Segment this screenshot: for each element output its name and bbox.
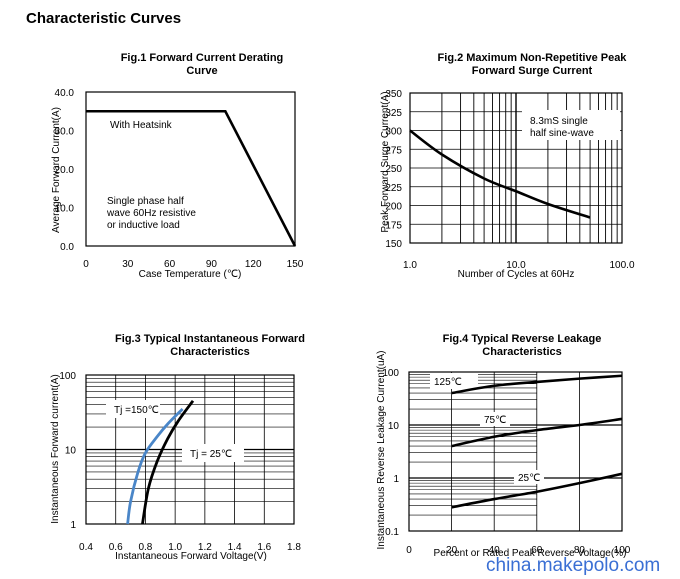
- fig2-plot-frame: [409, 92, 623, 244]
- fig1-x-tick-label: 90: [206, 259, 218, 270]
- fig4-plot-frame: [408, 371, 623, 532]
- fig2-annotation: half sine-wave: [530, 128, 594, 139]
- fig1-y-tick-label: 20.0: [55, 165, 75, 176]
- fig1-plot-frame: [85, 91, 296, 247]
- fig1-y-tick-label: 0.0: [60, 242, 74, 253]
- fig4-series-label: 75℃: [484, 415, 506, 426]
- fig4-series-line: [451, 417, 623, 448]
- fig3-legend-label: Tj = 25℃: [190, 449, 232, 460]
- fig1-series-line: [86, 109, 297, 247]
- fig2-y-tick-label: 350: [385, 89, 402, 100]
- fig4-series-line: [451, 472, 623, 509]
- fig2-y-tick-label: 250: [385, 164, 402, 175]
- fig2-x-tick-label: 10.0: [506, 260, 526, 271]
- fig3-plot-frame: [85, 374, 295, 525]
- fig1-title: Fig.1 Forward Current Derating Curve: [120, 52, 284, 77]
- fig4-series-label: 25℃: [518, 473, 540, 484]
- fig4-x-tick-label: 80: [574, 545, 586, 556]
- fig4-title: Fig.4 Typical Reverse Leakage Characteri…: [442, 333, 602, 358]
- page-title: Characteristic Curves: [26, 10, 182, 27]
- fig2-series-line: [409, 129, 591, 219]
- fig1-x-tick-label: 120: [245, 259, 262, 270]
- fig2-y-tick-label: 175: [385, 220, 402, 231]
- fig4-y-tick-label: 0.1: [385, 527, 399, 538]
- fig4-y-tick-label: 10: [388, 421, 400, 432]
- fig2-x-tick-label: 100.0: [609, 260, 634, 271]
- fig1-y-tick-label: 30.0: [55, 127, 75, 138]
- fig3-x-tick-label: 1.0: [168, 542, 182, 553]
- fig3-title: Fig.3 Typical Instantaneous Forward Char…: [115, 333, 305, 358]
- fig3-y-tick-label: 1: [70, 520, 76, 531]
- fig4-label-bg: [514, 470, 544, 484]
- fig1-y-axis-label: Average Forward Current(A): [51, 107, 62, 233]
- fig4-label-bg: [480, 412, 510, 426]
- fig3-series-line: [126, 407, 184, 525]
- fig3-series-line: [141, 400, 195, 525]
- fig1-x-tick-label: 30: [122, 259, 134, 270]
- fig1-annotation: Single phase half: [107, 196, 184, 207]
- fig4-y-axis-label: Instantaneous Reverse Leakage Current(uA…: [376, 350, 387, 549]
- fig2-y-tick-label: 275: [385, 145, 402, 156]
- fig3-x-tick-label: 0.4: [79, 542, 93, 553]
- fig1-y-tick-label: 10.0: [55, 204, 75, 215]
- fig4-series-label: 125℃: [434, 377, 462, 388]
- fig3-y-axis-label: Instantaneous Forward current(A): [50, 374, 61, 524]
- fig3-y-tick-label: 10: [65, 446, 77, 457]
- fig3-x-tick-label: 1.2: [198, 542, 212, 553]
- fig4-x-tick-label: 0: [406, 545, 412, 556]
- fig1-x-tick-label: 150: [287, 259, 304, 270]
- fig4-x-tick-label: 100: [614, 545, 631, 556]
- fig2-y-tick-label: 300: [385, 127, 402, 138]
- fig2-title: Fig.2 Maximum Non-Repetitive Peak Forwar…: [437, 52, 627, 77]
- fig4-x-tick-label: 40: [489, 545, 501, 556]
- fig1-x-tick-label: 0: [83, 259, 89, 270]
- fig2-x-tick-label: 1.0: [403, 260, 417, 271]
- fig4-series-line: [451, 374, 623, 395]
- fig4-x-tick-label: 20: [446, 545, 458, 556]
- fig2-y-tick-label: 325: [385, 108, 402, 119]
- fig1-annotation: With Heatsink: [110, 120, 173, 131]
- fig3-y-tick-label: 100: [59, 371, 76, 382]
- fig3-label-bg: [106, 400, 160, 418]
- fig3-x-tick-label: 0.8: [138, 542, 152, 553]
- fig3-label-bg: [182, 444, 244, 462]
- fig3-x-tick-label: 1.6: [257, 542, 271, 553]
- fig1-x-tick-label: 60: [164, 259, 176, 270]
- fig4-x-tick-label: 60: [531, 545, 543, 556]
- fig2-x-axis-label: Number of Cycles at 60Hz: [458, 269, 575, 280]
- fig4-y-tick-label: 1: [393, 474, 399, 485]
- fig1-y-tick-label: 40.0: [55, 88, 75, 99]
- fig2-annotation: 8.3mS single: [530, 116, 588, 127]
- fig2-y-tick-label: 200: [385, 202, 402, 213]
- fig2-y-tick-label: 225: [385, 183, 402, 194]
- fig4-label-bg: [430, 373, 478, 389]
- fig3-x-axis-label: Instantaneous Forward Voltage(V): [115, 551, 267, 562]
- fig3-x-tick-label: 0.6: [109, 542, 123, 553]
- fig4-y-tick-label: 100: [382, 368, 399, 379]
- fig4-x-axis-label: Percent or Rated Peak Reverse Voltage(%): [434, 548, 627, 559]
- fig3-x-tick-label: 1.4: [228, 542, 242, 553]
- watermark: china.makepolo.com: [486, 555, 661, 576]
- fig2-y-tick-label: 150: [385, 239, 402, 250]
- fig1-x-axis-label: Case Temperature (℃): [139, 269, 242, 280]
- fig2-y-axis-label: Peak Forward Surge Current(A): [380, 91, 391, 232]
- fig2-label-bg: [522, 110, 620, 140]
- fig1-annotation: wave 60Hz resistive: [106, 208, 196, 219]
- fig1-annotation: or inductive load: [107, 220, 180, 231]
- fig3-legend-label: Tj =150℃: [114, 405, 159, 416]
- fig3-x-tick-label: 1.8: [287, 542, 301, 553]
